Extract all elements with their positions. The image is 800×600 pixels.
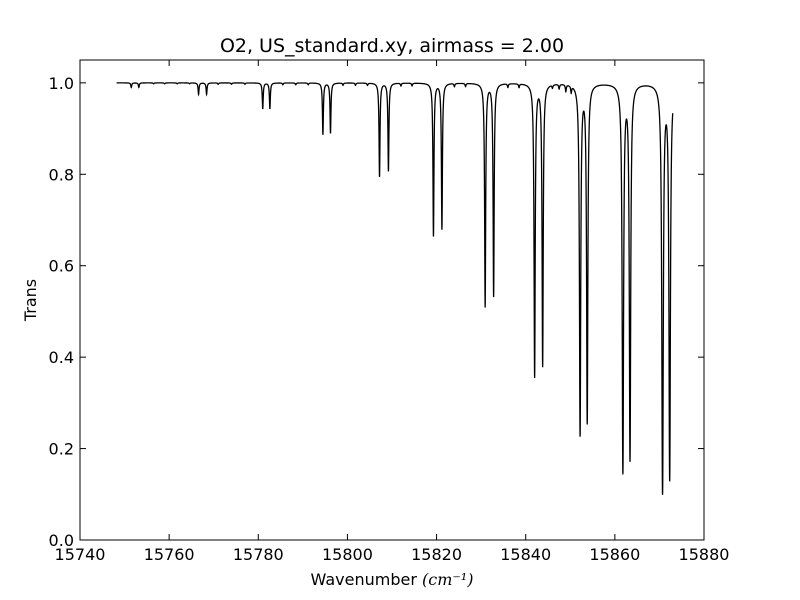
plot-area	[116, 82, 674, 495]
x-axis-title: Wavenumber (cm⁻¹)	[311, 570, 474, 589]
x-tick-label: 15740	[55, 545, 106, 564]
series-line-transmission	[116, 82, 674, 495]
x-tick-label: 15760	[144, 545, 195, 564]
y-tick-label: 0.4	[49, 348, 74, 367]
y-tick-label: 0.2	[49, 440, 74, 459]
axes-frame	[79, 59, 705, 541]
chart-title: O2, US_standard.xy, airmass = 2.00	[220, 35, 564, 57]
y-tick-label: 0.8	[49, 165, 74, 184]
y-tick-label: 0.6	[49, 257, 74, 276]
x-tick-label: 15820	[411, 545, 462, 564]
x-axis: 15740 15760 15780 15800 15820 15840 15860 15880	[55, 60, 730, 564]
x-tick-label: 15780	[233, 545, 284, 564]
x-tick-label: 15840	[500, 545, 551, 564]
y-axis-title: Trans	[21, 279, 40, 322]
y-axis: 0.0 0.2 0.4 0.6 0.8 1.0	[49, 74, 704, 550]
x-tick-label: 15800	[322, 545, 373, 564]
x-axis-label: Wavenumber	[311, 570, 418, 589]
x-tick-label: 15860	[589, 545, 640, 564]
y-tick-label: 0.0	[49, 531, 74, 550]
x-axis-unit: (cm⁻¹)	[422, 570, 473, 589]
y-tick-label: 1.0	[49, 74, 74, 93]
x-tick-label: 15880	[679, 545, 730, 564]
